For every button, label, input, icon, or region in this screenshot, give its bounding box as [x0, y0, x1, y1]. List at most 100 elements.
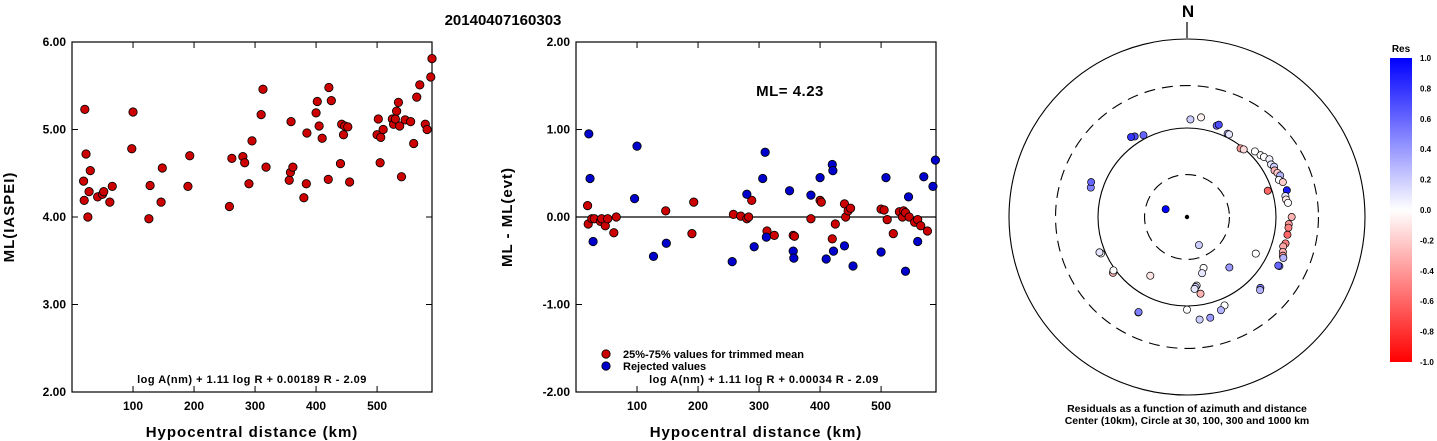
panel2-data-point — [661, 238, 671, 248]
station-point — [1109, 266, 1118, 275]
panel1-data-point — [145, 180, 155, 191]
panel2-data-point — [930, 155, 940, 165]
legend-trimmed-mean-label: 25%-75% values for trimmed mean — [623, 349, 804, 361]
panel2-magnitude-annotation: ML= 4.23 — [756, 83, 824, 100]
panel1-data-point — [415, 80, 425, 90]
panel2-data-point — [848, 261, 858, 271]
panel2-data-point — [761, 232, 771, 242]
panel2-data-point — [881, 173, 891, 183]
panel2-y-axis-label: ML - ML(evt) — [499, 167, 516, 267]
station-point — [1239, 145, 1248, 154]
panel1-axes: 100 200 300 400 500 2.00 3.00 4.00 5.00 6.00 — [43, 35, 432, 413]
panel1-data-point — [392, 106, 402, 116]
panel2-data-point — [784, 186, 795, 196]
panel1-x-tick-label: 300 — [245, 399, 265, 413]
panel1-data-point — [156, 197, 166, 207]
panel1-data-point — [107, 181, 117, 191]
panel1-data-point — [227, 153, 237, 163]
panel1-data-point — [299, 193, 309, 203]
legend-trimmed-mean-marker — [601, 349, 611, 359]
panel2-data-point — [749, 242, 759, 252]
colorbar-tick-label: -1.0 — [1420, 358, 1434, 367]
panel2-axes: 100 200 300 400 500 -2.00 -1.00 0.00 1.00 2.00 — [543, 35, 936, 413]
panel2-data-point — [584, 129, 594, 139]
azimuth-residual-panel: N Residuals as a function of azimuth and… — [1008, 2, 1366, 427]
panel1-y-tick-label: 5.00 — [43, 123, 67, 137]
panel1-data-point — [85, 166, 95, 176]
panel2-data-point — [839, 199, 850, 209]
panel1-data-point — [185, 151, 195, 161]
colorbar-tick-label: 0.0 — [1420, 206, 1432, 215]
panel1-data-point — [324, 82, 334, 93]
panel2-data-point — [903, 192, 914, 202]
station-point — [1194, 241, 1203, 250]
panel1-data-point — [244, 179, 254, 189]
station-point — [1279, 253, 1288, 262]
panel1-formula: log A(nm) + 1.11 log R + 0.00189 R - 2.0… — [137, 374, 367, 386]
panel1-data-point — [127, 144, 137, 154]
panel1-data-point — [286, 117, 296, 127]
panel1-data-point — [426, 72, 436, 82]
panel2-y-tick-label: -1.00 — [543, 298, 571, 312]
colorbar-tick-label: 1.0 — [1420, 54, 1432, 63]
station-point — [1225, 130, 1234, 139]
station-point — [1087, 178, 1096, 187]
station-point — [1139, 131, 1148, 140]
panel1-y-axis-label: ML(IASPEI) — [1, 172, 18, 263]
panel2-y-tick-label: -2.00 — [543, 385, 571, 399]
panel2-data-point — [879, 205, 889, 215]
station-point — [1283, 230, 1292, 239]
residual-vs-distance-panel: 100 200 300 400 500 -2.00 -1.00 0.00 1.00 2.00 ML… — [499, 35, 940, 441]
station-point — [1195, 315, 1204, 324]
panel1-data-point — [284, 175, 294, 185]
station-point — [1190, 285, 1199, 293]
colorbar-tick-label: -0.2 — [1420, 236, 1434, 245]
panel2-data-point — [609, 228, 619, 238]
panel1-data-point — [261, 162, 271, 172]
panel1-data-point — [323, 174, 333, 184]
panel2-data-point — [648, 251, 659, 261]
panel1-x-tick-label: 200 — [184, 399, 204, 413]
magnitude-vs-distance-panel: 100 200 300 400 500 2.00 3.00 4.00 5.00 6.00 Hypo… — [1, 35, 437, 441]
panel1-y-tick-label: 2.00 — [43, 385, 67, 399]
station-point — [1198, 269, 1206, 278]
colorbar-gradient — [1390, 58, 1412, 362]
panel2-data-point — [816, 197, 826, 207]
ring-30km — [1143, 173, 1231, 261]
panel2-points — [582, 129, 940, 276]
panel2-data-point — [827, 234, 837, 244]
station-point — [1146, 271, 1155, 280]
panel2-data-point — [821, 254, 831, 264]
panel2-data-point — [632, 141, 642, 151]
panel1-points — [78, 54, 437, 224]
panel1-data-point — [288, 162, 298, 172]
panel1-data-point — [99, 187, 109, 197]
panel1-data-point — [395, 121, 405, 131]
panel2-x-tick-label: 100 — [627, 399, 647, 413]
station-point — [1197, 113, 1205, 122]
station-point — [1225, 263, 1234, 272]
station-point — [1183, 305, 1191, 314]
panel1-data-point — [80, 104, 90, 114]
station-point — [1214, 120, 1223, 129]
panel2-data-point — [904, 212, 914, 222]
panel2-data-point — [611, 212, 621, 222]
panel1-data-point — [376, 132, 386, 142]
panel2-data-point — [845, 203, 856, 213]
panel1-data-point — [105, 197, 115, 207]
panel1-data-point — [378, 124, 388, 135]
panel1-data-point — [157, 163, 167, 173]
panel2-data-point — [839, 241, 850, 251]
panel1-data-point — [302, 128, 312, 138]
panel2-data-point — [876, 247, 886, 257]
polar-caption-line-2: Center (10km), Circle at 30, 100, 300 an… — [1065, 415, 1310, 427]
panel2-data-point — [888, 229, 898, 239]
panel2-data-point — [916, 221, 926, 231]
panel2-data-point — [689, 197, 699, 207]
station-point — [1127, 133, 1135, 141]
panel1-y-tick-label: 6.00 — [43, 35, 67, 49]
panel1-x-tick-label: 100 — [123, 399, 143, 413]
station-point — [1196, 289, 1205, 298]
panel1-data-point — [144, 214, 154, 224]
panel2-data-point — [900, 266, 911, 276]
